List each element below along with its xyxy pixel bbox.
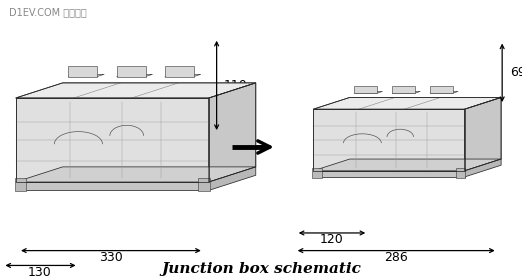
Text: 120: 120 [320, 233, 344, 246]
Polygon shape [116, 66, 146, 76]
Polygon shape [392, 86, 415, 93]
Polygon shape [313, 97, 501, 109]
Polygon shape [15, 178, 26, 191]
Polygon shape [198, 178, 210, 191]
Polygon shape [465, 159, 501, 177]
Text: Junction box schematic: Junction box schematic [161, 262, 361, 276]
Polygon shape [16, 182, 209, 190]
Polygon shape [16, 167, 256, 182]
Text: 130: 130 [28, 266, 52, 279]
Text: 330: 330 [99, 251, 123, 263]
Polygon shape [165, 66, 194, 76]
Polygon shape [68, 74, 104, 76]
Polygon shape [354, 92, 383, 93]
Polygon shape [313, 159, 501, 171]
Text: 69: 69 [511, 66, 522, 79]
Polygon shape [430, 86, 453, 93]
Text: 286: 286 [384, 251, 408, 263]
Polygon shape [392, 92, 420, 93]
Text: 110: 110 [223, 79, 247, 92]
Text: D1EV.COM 第一电动: D1EV.COM 第一电动 [9, 7, 87, 17]
Polygon shape [313, 171, 465, 177]
Polygon shape [16, 83, 256, 98]
Polygon shape [16, 98, 209, 182]
Polygon shape [209, 83, 256, 182]
Polygon shape [68, 66, 97, 76]
Polygon shape [313, 168, 322, 178]
Polygon shape [465, 97, 501, 171]
Polygon shape [430, 92, 458, 93]
Polygon shape [209, 167, 256, 190]
Polygon shape [116, 74, 152, 76]
Polygon shape [313, 109, 465, 171]
Polygon shape [165, 74, 201, 76]
Polygon shape [354, 86, 377, 93]
Polygon shape [456, 168, 465, 178]
